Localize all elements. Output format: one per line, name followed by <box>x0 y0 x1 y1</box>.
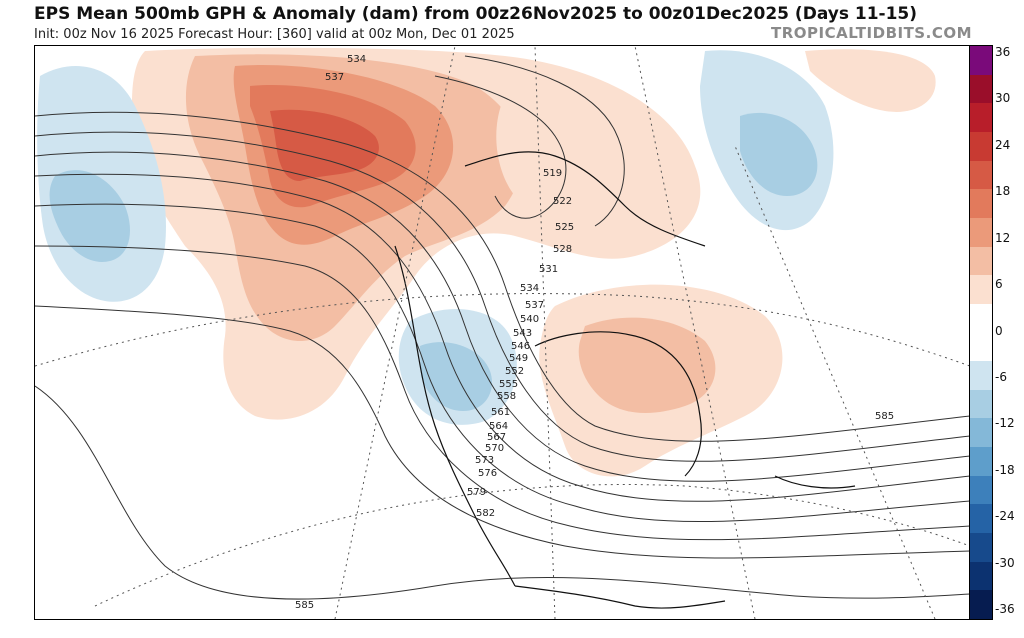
colorbar-cell <box>970 131 992 162</box>
colorbar-tick-label: 18 <box>995 184 1011 199</box>
colorbar-tick-label: -24 <box>995 509 1015 524</box>
colorbar-tick-label: -12 <box>995 416 1015 431</box>
colorbar-tick-label: -18 <box>995 462 1015 477</box>
contour-labels: 534 537 519 522 525 528 531 534 537 540 … <box>295 54 894 611</box>
contour-label: 525 <box>555 222 574 233</box>
colorbar-cell <box>970 533 992 563</box>
colorbar-cell <box>970 475 992 505</box>
colorbar-cell <box>970 418 992 448</box>
map-canvas: 534 537 519 522 525 528 531 534 537 540 … <box>35 46 970 619</box>
colorbar-cell <box>970 74 992 104</box>
brand-watermark: TROPICALTIDBITS.COM <box>771 24 972 42</box>
graticule <box>35 46 970 619</box>
colorbar-tick-label: 36 <box>995 45 1011 59</box>
colorbar-tick-label: -6 <box>995 369 1007 384</box>
colorbar-cell <box>970 361 992 391</box>
contour-label: 564 <box>489 421 508 432</box>
contour-label: 561 <box>491 407 510 418</box>
colorbar-tick-label: -30 <box>995 555 1015 570</box>
contour-label: 555 <box>499 379 518 390</box>
contour-label: 585 <box>875 411 894 422</box>
colorbar-cell <box>970 103 992 133</box>
map-area: 534 537 519 522 525 528 531 534 537 540 … <box>34 45 971 620</box>
colorbar-cell <box>970 504 992 534</box>
contour-label: 582 <box>476 508 495 519</box>
colorbar-cell <box>970 160 992 190</box>
negative-anomaly-shading <box>37 50 834 425</box>
contour-label: 573 <box>475 455 494 466</box>
contour-label: 552 <box>505 366 524 377</box>
height-contours <box>35 55 970 600</box>
colorbar-cell <box>970 303 992 333</box>
contour-label: 570 <box>485 443 504 454</box>
contour-label: 537 <box>525 300 544 311</box>
map-subtitle: Init: 00z Nov 16 2025 Forecast Hour: [36… <box>34 27 515 42</box>
contour-label: 537 <box>325 72 344 83</box>
contour-label: 546 <box>511 341 530 352</box>
colorbar-cell <box>970 447 992 477</box>
contour-label: 567 <box>487 432 506 443</box>
colorbar-tick-label: 6 <box>995 277 1003 292</box>
contour-label: 543 <box>513 328 532 339</box>
contour-label: 531 <box>539 264 558 275</box>
colorbar-cell <box>970 275 992 305</box>
contour-label: 522 <box>553 196 572 207</box>
map-title: EPS Mean 500mb GPH & Anomaly (dam) from … <box>34 4 918 24</box>
contour-label: 540 <box>520 314 539 325</box>
colorbar <box>969 45 993 620</box>
contour-label: 534 <box>347 54 366 65</box>
contour-label: 585 <box>295 600 314 611</box>
colorbar-cell <box>970 561 992 591</box>
colorbar-cell <box>970 246 992 276</box>
colorbar-cell <box>970 590 992 620</box>
contour-label: 549 <box>509 353 528 364</box>
colorbar-tick-label: 30 <box>995 91 1011 106</box>
colorbar-tick-label: 0 <box>995 323 1003 338</box>
colorbar-cell <box>970 332 992 362</box>
colorbar-tick-label: -36 <box>995 602 1015 616</box>
colorbar-cell <box>970 189 992 219</box>
contour-label: 519 <box>543 168 562 179</box>
contour-label: 558 <box>497 391 516 402</box>
colorbar-cell <box>970 389 992 419</box>
coastline <box>394 151 856 609</box>
colorbar-tick-label: 12 <box>995 230 1011 245</box>
colorbar-cell <box>970 46 992 76</box>
contour-label: 579 <box>467 487 486 498</box>
contour-label: 576 <box>478 468 497 479</box>
colorbar-cell <box>970 217 992 248</box>
contour-label: 528 <box>553 244 572 255</box>
contour-label: 534 <box>520 283 539 294</box>
colorbar-tick-label: 24 <box>995 137 1011 152</box>
